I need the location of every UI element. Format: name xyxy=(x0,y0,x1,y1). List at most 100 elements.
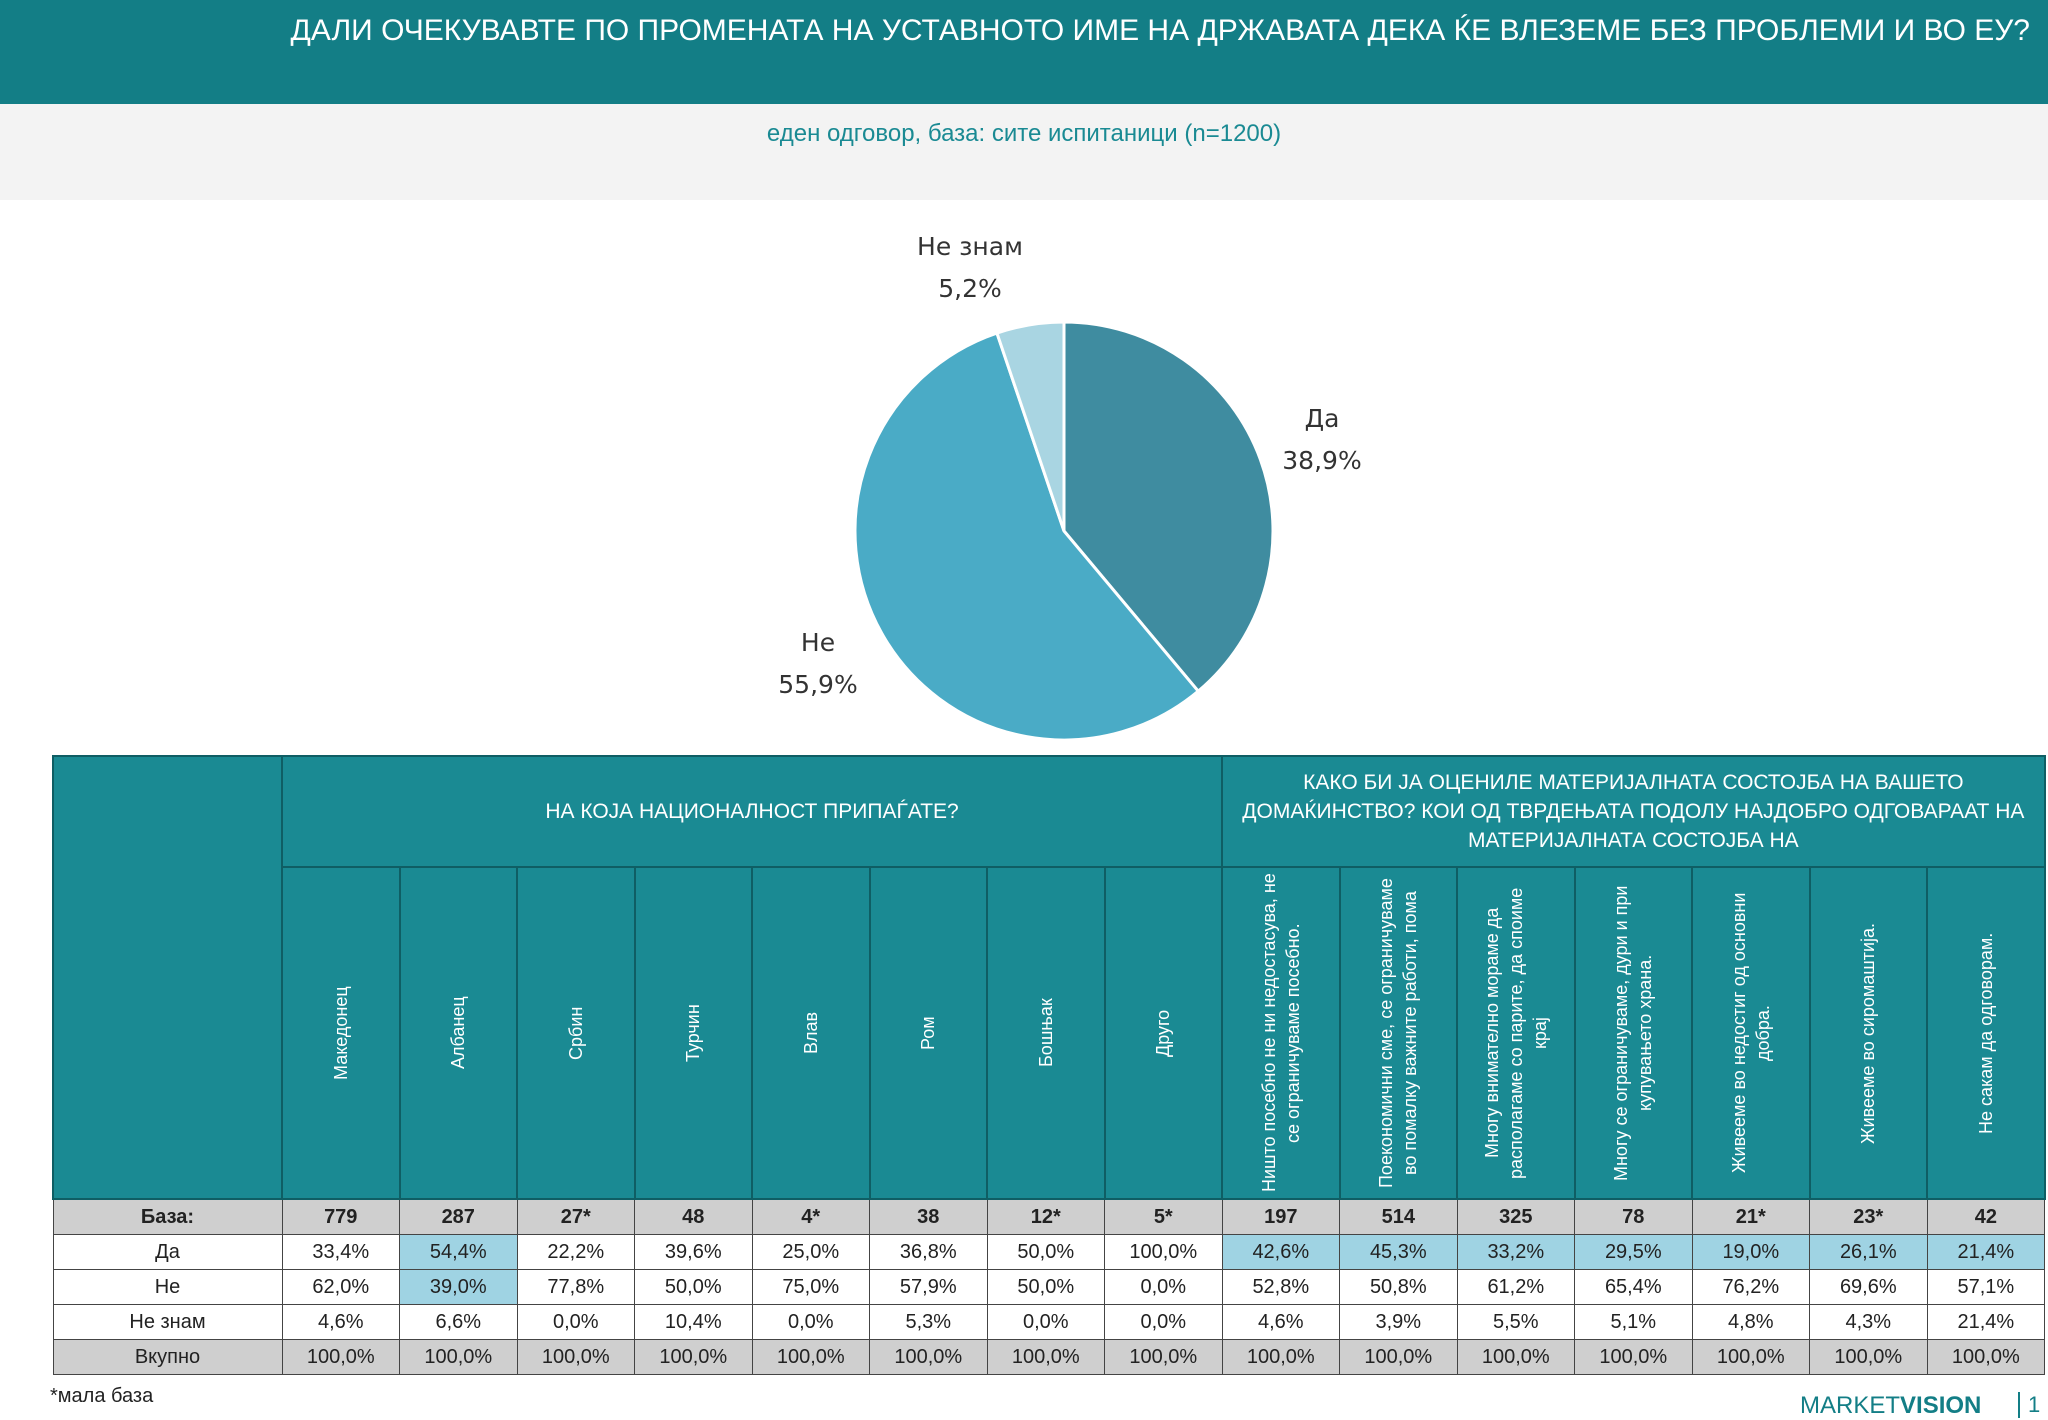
column-header: Многу се ограничуваме, дури и при купува… xyxy=(1611,885,1656,1181)
cell: 100,0% xyxy=(634,1339,753,1375)
row-label: Вкупно xyxy=(52,1339,283,1375)
pie-slice xyxy=(995,320,1066,532)
column-header: Друго xyxy=(1153,1009,1174,1057)
pie-slice xyxy=(853,331,1201,742)
column-header-cell: Многу внимателно мораме да располагаме с… xyxy=(1456,866,1576,1200)
cell: 25,0% xyxy=(751,1234,870,1270)
column-header-cell: Ништо посебно не ни недостасува, не се о… xyxy=(1221,866,1341,1200)
cell: 52,8% xyxy=(1221,1269,1341,1305)
cell: 78 xyxy=(1574,1198,1693,1235)
column-header: Не сакам да одговорам. xyxy=(1975,932,1996,1134)
group-row: НА КОЈА НАЦИОНАЛНОСТ ПРИПАЃАТЕ? КАКО БИ Ј… xyxy=(52,755,2046,1200)
cell: 21,4% xyxy=(1926,1304,2046,1340)
cell: 48 xyxy=(634,1198,753,1235)
cell: 100,0% xyxy=(399,1339,518,1375)
cell: 42 xyxy=(1926,1198,2046,1235)
cell: 0,0% xyxy=(516,1304,635,1340)
cell: 36,8% xyxy=(869,1234,988,1270)
cell: 100,0% xyxy=(1104,1234,1223,1270)
cell: 5* xyxy=(1104,1198,1223,1235)
cell: 39,0% xyxy=(399,1269,518,1305)
cell: 27* xyxy=(516,1198,635,1235)
cell: 325 xyxy=(1456,1198,1576,1235)
column-header-cell: Бошњак xyxy=(986,866,1106,1200)
cell: 54,4% xyxy=(399,1234,518,1270)
cell: 100,0% xyxy=(1104,1339,1223,1375)
column-header: Влав xyxy=(800,1011,821,1055)
column-header: Многу внимателно мораме да располагаме с… xyxy=(1481,887,1550,1179)
cell: 50,0% xyxy=(986,1269,1105,1305)
cell: 100,0% xyxy=(1221,1339,1341,1375)
table-row: Вкупно 100,0% 100,0% 100,0% 100,0% 100,0% 100,… xyxy=(52,1339,2046,1375)
title-bar: ДАЛИ ОЧЕКУВАВТЕ ПО ПРОМЕНАТА НА УСТАВНОТ… xyxy=(0,0,2048,104)
cell: 0,0% xyxy=(1104,1304,1223,1340)
column-header: Живееме во сиромаштија. xyxy=(1858,922,1879,1144)
column-header-cell: Живееме во недостиг од основни добра. xyxy=(1691,866,1811,1200)
cell: 61,2% xyxy=(1456,1269,1576,1305)
brand: MARKETVISION xyxy=(1800,1392,1981,1420)
brand-light: MARKET xyxy=(1800,1392,1901,1419)
pie-chart: Да 38,9% Не 55,9% Не знам 5,2% xyxy=(778,232,1362,742)
cell: 0,0% xyxy=(986,1304,1105,1340)
table-row: Не 62,0% 39,0% 77,8% 50,0% 75,0% 57,9% 50,0% 0,0… xyxy=(52,1269,2046,1305)
cell: 0,0% xyxy=(1104,1269,1223,1305)
cell: 779 xyxy=(281,1198,400,1235)
column-header-cell: Македонец xyxy=(281,866,401,1200)
cell: 42,6% xyxy=(1221,1234,1341,1270)
cell: 12* xyxy=(986,1198,1105,1235)
slice-value: 5,2% xyxy=(938,274,1002,303)
column-header-cell: Не сакам да одговорам. xyxy=(1926,866,2046,1200)
cell: 33,4% xyxy=(281,1234,400,1270)
cell: 26,1% xyxy=(1809,1234,1928,1270)
slice-value: 55,9% xyxy=(778,670,857,699)
column-header: Македонец xyxy=(330,986,351,1080)
pie-slice xyxy=(1062,320,1275,694)
column-header: Турчин xyxy=(683,1004,704,1062)
cell: 5,3% xyxy=(869,1304,988,1340)
column-header-cell: Ром xyxy=(868,866,988,1200)
cell: 100,0% xyxy=(986,1339,1105,1375)
cell: 100,0% xyxy=(1574,1339,1693,1375)
cell: 287 xyxy=(399,1198,518,1235)
cell: 50,8% xyxy=(1339,1269,1458,1305)
cell: 100,0% xyxy=(1926,1339,2046,1375)
cell: 10,4% xyxy=(634,1304,753,1340)
table-row: Да 33,4% 54,4% 22,2% 39,6% 25,0% 36,8% 50,0% 100… xyxy=(52,1234,2046,1270)
column-header-cell: Друго xyxy=(1103,866,1224,1200)
subtitle: еден одговор, база: сите испитаници (n=1… xyxy=(766,120,1282,147)
column-header: Ништо посебно не ни недостасува, не се о… xyxy=(1258,873,1303,1193)
cell: 6,6% xyxy=(399,1304,518,1340)
cell: 29,5% xyxy=(1574,1234,1693,1270)
corner xyxy=(52,755,283,1200)
slice-label: Не xyxy=(801,628,835,657)
slices xyxy=(853,320,1275,742)
title: ДАЛИ ОЧЕКУВАВТЕ ПО ПРОМЕНАТА НА УСТАВНОТ… xyxy=(290,14,2031,47)
column-header: Поекономични сме, се ограничуваме во пом… xyxy=(1376,878,1421,1188)
column-header-cell: Поекономични сме, се ограничуваме во пом… xyxy=(1338,866,1459,1200)
group-header: КАКО БИ ЈА ОЦЕНИЛЕ МАТЕРИЈАЛНАТА СОСТОЈБ… xyxy=(1221,755,2046,868)
cell: 4* xyxy=(751,1198,870,1235)
cell: 45,3% xyxy=(1339,1234,1458,1270)
cell: 100,0% xyxy=(869,1339,988,1375)
slice-label: Не знам xyxy=(917,232,1023,261)
cell: 62,0% xyxy=(281,1269,400,1305)
column-header: Бошњак xyxy=(1035,998,1056,1068)
cell: 75,0% xyxy=(751,1269,870,1305)
cell: 33,2% xyxy=(1456,1234,1576,1270)
cell: 100,0% xyxy=(751,1339,870,1375)
row-label: База: xyxy=(52,1198,283,1235)
cell: 38 xyxy=(869,1198,988,1235)
column-header-cell: Србин xyxy=(516,866,636,1200)
table-row: Не знам 4,6% 6,6% 0,0% 10,4% 0,0% 5,3% 0,0% 0,0%… xyxy=(52,1304,2046,1340)
cell: 50,0% xyxy=(986,1234,1105,1270)
cell: 3,9% xyxy=(1339,1304,1458,1340)
cell: 57,9% xyxy=(869,1269,988,1305)
cell: 197 xyxy=(1221,1198,1341,1235)
cell: 4,8% xyxy=(1691,1304,1811,1340)
column-header-cell: Влав xyxy=(751,866,871,1200)
table-body: База: 779 287 27* 48 4* 38 12* 5* 197 514 325 78 21* 2… xyxy=(52,1198,2046,1375)
cell: 100,0% xyxy=(516,1339,635,1375)
footnote: *мала база xyxy=(50,1385,154,1407)
slice-value: 38,9% xyxy=(1282,446,1361,475)
